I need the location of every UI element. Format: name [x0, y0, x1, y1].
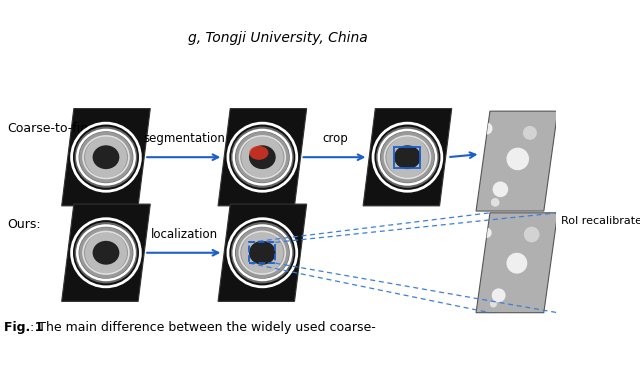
- Ellipse shape: [85, 137, 127, 178]
- Circle shape: [524, 227, 540, 242]
- Circle shape: [481, 122, 493, 135]
- Polygon shape: [61, 204, 150, 302]
- Circle shape: [523, 126, 537, 140]
- Text: localization: localization: [150, 228, 218, 240]
- Ellipse shape: [236, 132, 289, 183]
- Ellipse shape: [93, 241, 120, 265]
- Polygon shape: [61, 108, 150, 206]
- Ellipse shape: [79, 227, 132, 278]
- Text: Coarse-to-fine:: Coarse-to-fine:: [7, 122, 100, 135]
- Ellipse shape: [85, 232, 127, 273]
- Ellipse shape: [387, 137, 428, 178]
- Polygon shape: [218, 204, 307, 302]
- Circle shape: [506, 148, 529, 170]
- Bar: [394, 147, 420, 168]
- Circle shape: [481, 228, 492, 238]
- Bar: [250, 242, 275, 263]
- Ellipse shape: [75, 222, 138, 283]
- Ellipse shape: [241, 137, 284, 178]
- Ellipse shape: [249, 241, 276, 265]
- Text: crop: crop: [322, 132, 348, 145]
- Circle shape: [490, 300, 497, 307]
- Ellipse shape: [75, 127, 138, 188]
- Circle shape: [491, 198, 499, 207]
- Text: RoI recalibrate: RoI recalibrate: [561, 216, 640, 226]
- Polygon shape: [363, 108, 452, 206]
- Ellipse shape: [231, 127, 294, 188]
- Text: Ours:: Ours:: [7, 218, 40, 231]
- Ellipse shape: [231, 222, 294, 283]
- Ellipse shape: [394, 145, 421, 169]
- Polygon shape: [218, 108, 307, 206]
- Ellipse shape: [241, 232, 284, 273]
- Text: : The main difference between the widely used coarse-: : The main difference between the widely…: [29, 320, 375, 333]
- Ellipse shape: [79, 132, 132, 183]
- Polygon shape: [476, 111, 557, 211]
- Circle shape: [506, 253, 527, 273]
- Circle shape: [493, 182, 508, 197]
- Text: Fig. 1: Fig. 1: [4, 320, 44, 333]
- Ellipse shape: [249, 145, 276, 169]
- Ellipse shape: [381, 132, 434, 183]
- Circle shape: [492, 288, 506, 302]
- Text: g, Tongji University, China: g, Tongji University, China: [188, 31, 368, 45]
- Ellipse shape: [250, 146, 268, 160]
- Ellipse shape: [236, 227, 289, 278]
- Polygon shape: [476, 213, 557, 313]
- Ellipse shape: [93, 145, 120, 169]
- Ellipse shape: [376, 127, 439, 188]
- Text: segmentation: segmentation: [143, 132, 225, 145]
